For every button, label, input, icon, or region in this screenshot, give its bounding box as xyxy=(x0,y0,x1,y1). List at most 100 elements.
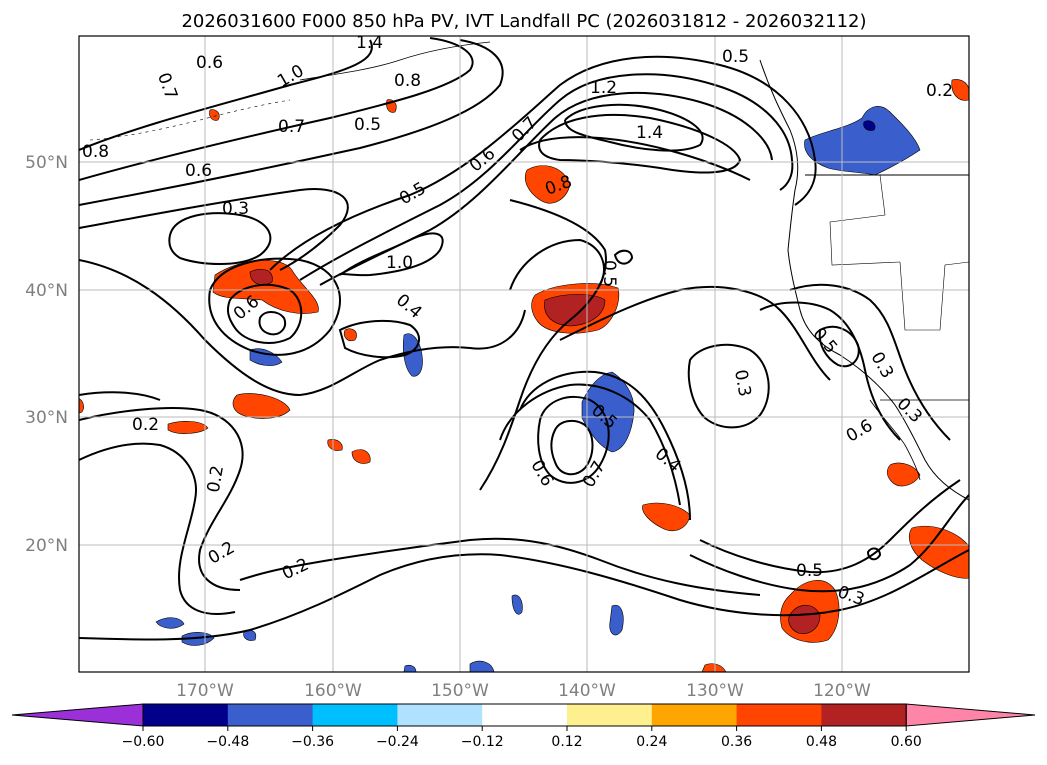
lon-label: 140°W xyxy=(558,681,616,701)
contour-line xyxy=(79,188,349,271)
contour-line xyxy=(79,549,969,641)
pv-positive-patch xyxy=(642,502,691,532)
contour-line xyxy=(519,370,691,521)
contour-label: 0.5 xyxy=(599,260,619,287)
pv-positive-patch xyxy=(167,421,209,434)
contour-label: 1.4 xyxy=(356,33,383,53)
lon-label: 170°W xyxy=(176,681,234,701)
contour-line xyxy=(866,547,882,561)
pv-positive-patch xyxy=(701,663,727,672)
contour-line xyxy=(559,285,831,381)
pv-negative-patch xyxy=(403,664,417,672)
colorbar-segment xyxy=(651,704,738,726)
pv-positive-core xyxy=(249,269,273,285)
contour-label: 0.3 xyxy=(730,368,754,398)
lat-label: 30°N xyxy=(25,408,68,428)
colorbar-tick-label: 0.48 xyxy=(806,734,837,750)
contour-line xyxy=(79,407,244,591)
contour-line xyxy=(564,103,704,152)
contour-line xyxy=(550,419,594,476)
colorbar-frame xyxy=(142,703,907,727)
colorbar-tick-label: −0.36 xyxy=(291,734,334,750)
pv-positive-core xyxy=(544,294,606,327)
colorbar: −0.60 −0.48 −0.36 −0.24 −0.12 0.12 0.24 0.36 0.4… xyxy=(11,703,1036,750)
contour-line xyxy=(79,39,373,151)
lon-label: 130°W xyxy=(686,681,744,701)
contour-line xyxy=(479,199,607,491)
contour-line xyxy=(537,395,610,484)
contour-line xyxy=(226,283,303,344)
contour-line xyxy=(79,37,474,181)
coastline-baja xyxy=(869,399,921,481)
pv-positive-patch xyxy=(327,439,343,451)
contour-label: 0.2 xyxy=(204,464,228,494)
contour-line xyxy=(509,238,605,291)
colorbar-segment xyxy=(227,704,314,726)
pv-positive-patch xyxy=(79,398,84,414)
lat-label: 40°N xyxy=(25,281,68,301)
colorbar-tick-label: −0.12 xyxy=(461,734,504,750)
contour-label: 1.0 xyxy=(386,253,413,273)
lon-label: 120°W xyxy=(813,681,871,701)
lon-label: 160°W xyxy=(304,681,362,701)
contour-line xyxy=(699,479,961,574)
contour-label: 0.5 xyxy=(354,115,381,135)
colorbar-extend-max xyxy=(905,703,1036,727)
colorbar-extend-min xyxy=(11,703,144,727)
longitude-labels: 170°W 160°W 150°W 140°W 130°W 120°W xyxy=(176,681,871,701)
pv-negative-patch xyxy=(511,594,523,615)
contour-line xyxy=(79,39,504,206)
colorbar-tick-label: 0.60 xyxy=(891,734,922,750)
ivt-contours xyxy=(79,37,969,641)
contour-line xyxy=(258,311,286,336)
lon-label: 150°W xyxy=(431,681,489,701)
colorbar-tick-label: −0.60 xyxy=(122,734,165,750)
coastline-alaska xyxy=(299,41,491,81)
colorbar-tick-label: −0.24 xyxy=(376,734,419,750)
pv-negative-patch xyxy=(155,617,185,629)
contour-line xyxy=(499,383,681,506)
contour-label: 0.6 xyxy=(196,53,223,73)
contour-line xyxy=(79,442,236,615)
pv-negative-patch xyxy=(804,106,921,176)
contour-line xyxy=(299,73,794,281)
map-frame xyxy=(78,35,970,673)
contour-label: 0.2 xyxy=(926,81,953,101)
colorbar-tick-label: −0.48 xyxy=(206,734,249,750)
pv-positive-patch xyxy=(232,393,291,419)
colorbar-segment xyxy=(312,704,398,726)
pv-positive-core xyxy=(788,604,821,634)
coastline-aleutians xyxy=(89,99,291,141)
contour-label: 0.7 xyxy=(278,117,305,137)
colorbar-tick-label: 0.36 xyxy=(721,734,752,750)
contour-label: 0.5 xyxy=(722,47,749,67)
contour-line xyxy=(79,391,161,401)
contour-label: 0.6 xyxy=(185,161,212,181)
contour-line xyxy=(338,319,420,359)
contour-label: 0.3 xyxy=(222,199,249,219)
pv-positive-patch xyxy=(886,462,921,487)
lat-label: 20°N xyxy=(25,536,68,556)
colorbar-segment xyxy=(143,704,229,726)
contour-line xyxy=(689,494,969,593)
pv-positive-patch xyxy=(343,328,357,342)
pv-positive-patch xyxy=(212,260,319,314)
latitude-labels: 50°N 40°N 30°N 20°N xyxy=(25,153,68,556)
coastline-north-america xyxy=(759,59,969,501)
pv-negative-patch xyxy=(609,604,624,636)
pv-positive-patch xyxy=(524,165,571,204)
border-states xyxy=(829,174,901,266)
contour-label: 0.8 xyxy=(394,71,421,91)
colorbar-tick-label: 0.12 xyxy=(551,734,582,750)
contour-line xyxy=(168,212,272,265)
pv-positive-patch xyxy=(951,79,969,101)
contour-label: 1.4 xyxy=(636,123,663,143)
contour-line xyxy=(338,232,444,277)
contour-line xyxy=(239,537,761,596)
colorbar-segment xyxy=(821,704,907,726)
contour-label: 1.2 xyxy=(590,78,617,98)
contour-label: 0.5 xyxy=(796,561,823,581)
contour-line xyxy=(208,257,341,356)
lat-label: 50°N xyxy=(25,153,68,173)
